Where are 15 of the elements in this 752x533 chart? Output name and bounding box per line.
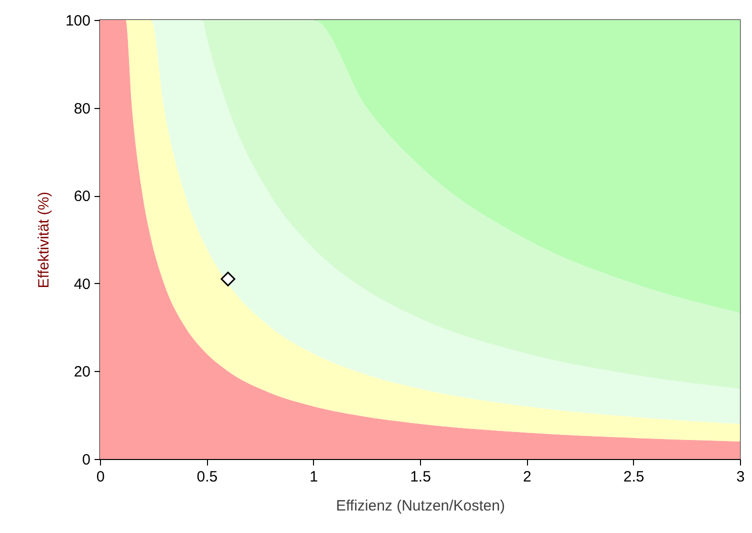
x-axis-title: Effizienz (Nutzen/Kosten) bbox=[336, 498, 505, 514]
x-tick-label: 2 bbox=[522, 468, 532, 486]
x-tick-label: 1 bbox=[310, 468, 318, 486]
y-tick-label: 80 bbox=[74, 100, 90, 118]
x-tick-label: 0.5 bbox=[196, 468, 218, 486]
y-tick-label: 100 bbox=[65, 12, 90, 30]
y-tick-label: 20 bbox=[74, 364, 90, 381]
x-tick-label: 2.5 bbox=[623, 468, 644, 486]
y-tick-label: 0 bbox=[82, 452, 90, 468]
x-tick-label: 1.5 bbox=[410, 468, 431, 486]
y-tick-label: 60 bbox=[74, 188, 90, 206]
x-tick-label: 3 bbox=[736, 468, 745, 486]
y-axis-title: Effektivität (%) bbox=[35, 192, 52, 288]
y-tick-label: 40 bbox=[74, 276, 90, 293]
x-tick-label: 0 bbox=[96, 468, 105, 486]
